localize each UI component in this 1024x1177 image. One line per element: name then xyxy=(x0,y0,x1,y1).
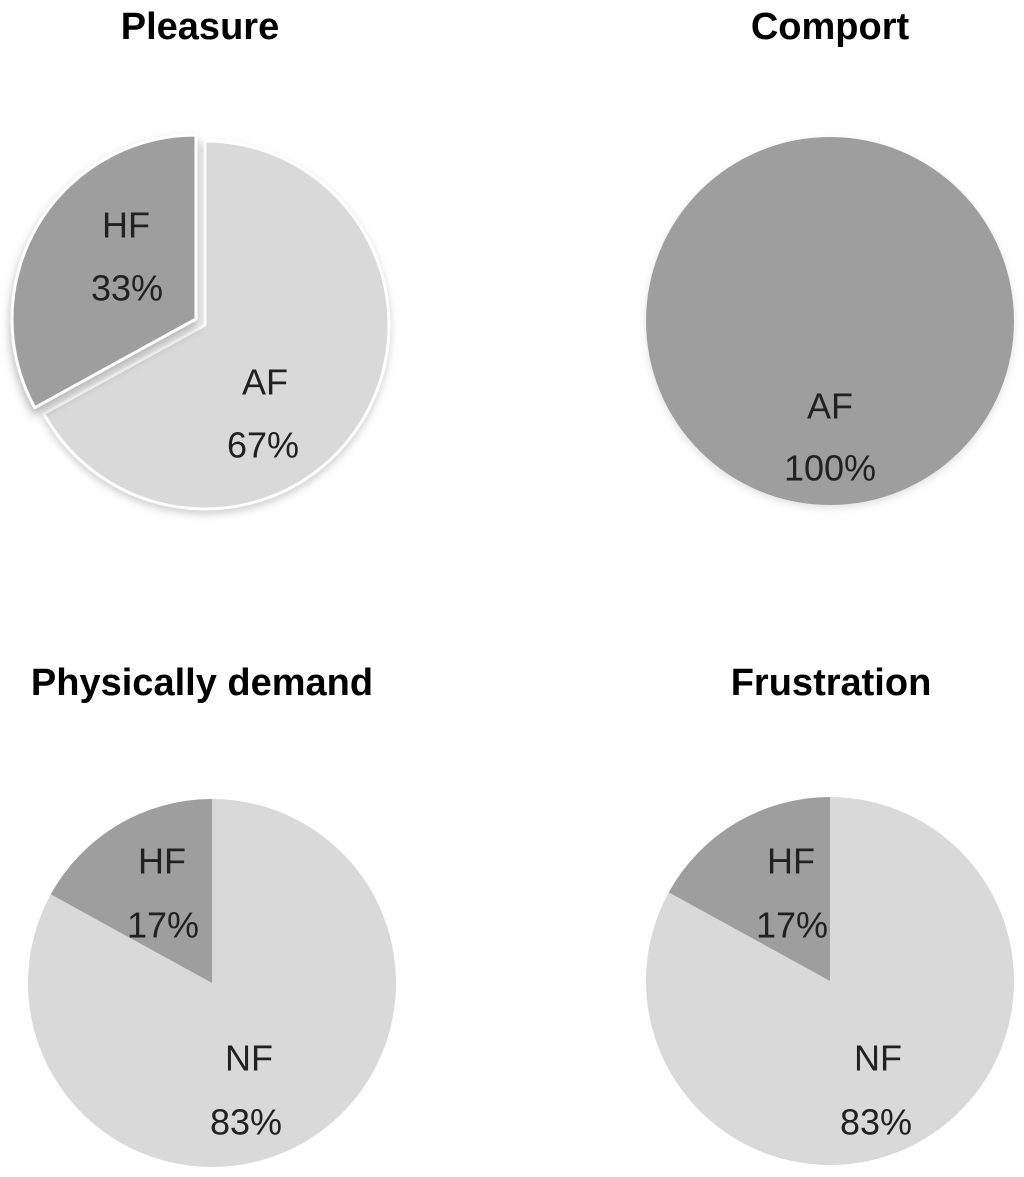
slice-label-pleasure-hf-pct: 33% xyxy=(91,268,163,309)
slice-label-frustration-hf: HF xyxy=(767,841,815,882)
pie-chart-comport: AF 100% xyxy=(646,137,1014,505)
pie-slice-physically-demand-nf xyxy=(28,799,397,1167)
pie-slice-frustration-hf xyxy=(668,797,830,981)
slice-label-physically-demand-hf: HF xyxy=(138,841,186,882)
chart-title-comport: Comport xyxy=(750,6,910,48)
slice-label-physically-demand-hf-pct: 17% xyxy=(127,905,199,946)
chart-title-physically-demand: Physically demand xyxy=(30,662,374,704)
pie-slice-frustration-nf xyxy=(646,797,1015,1165)
pie-slice-physically-demand-hf xyxy=(50,799,213,983)
slice-label-pleasure-hf: HF xyxy=(102,205,150,246)
slice-label-pleasure-af: AF xyxy=(242,362,288,403)
slice-label-comport-af-pct: 100% xyxy=(784,448,876,489)
pie-chart-physically-demand: NF 83% HF 17% xyxy=(28,799,397,1167)
slice-label-frustration-nf: NF xyxy=(854,1038,902,1079)
pie-chart-frustration: NF 83% HF 17% xyxy=(646,797,1015,1165)
slice-label-physically-demand-nf-pct: 83% xyxy=(210,1102,282,1143)
pie-chart-pleasure: AF 67% HF 33% xyxy=(10,133,391,511)
pie-slice-pleasure-hf xyxy=(10,133,198,410)
slice-label-frustration-hf-pct: 17% xyxy=(756,905,828,946)
pie-slice-pleasure-af xyxy=(42,139,391,511)
pie-slice-comport-af xyxy=(646,137,1014,505)
slice-label-frustration-nf-pct: 83% xyxy=(840,1102,912,1143)
chart-title-pleasure: Pleasure xyxy=(120,6,280,48)
chart-title-frustration: Frustration xyxy=(730,662,932,704)
slice-label-physically-demand-nf: NF xyxy=(225,1038,273,1079)
slice-label-comport-af: AF xyxy=(807,386,853,427)
slice-label-pleasure-af-pct: 67% xyxy=(227,425,299,466)
